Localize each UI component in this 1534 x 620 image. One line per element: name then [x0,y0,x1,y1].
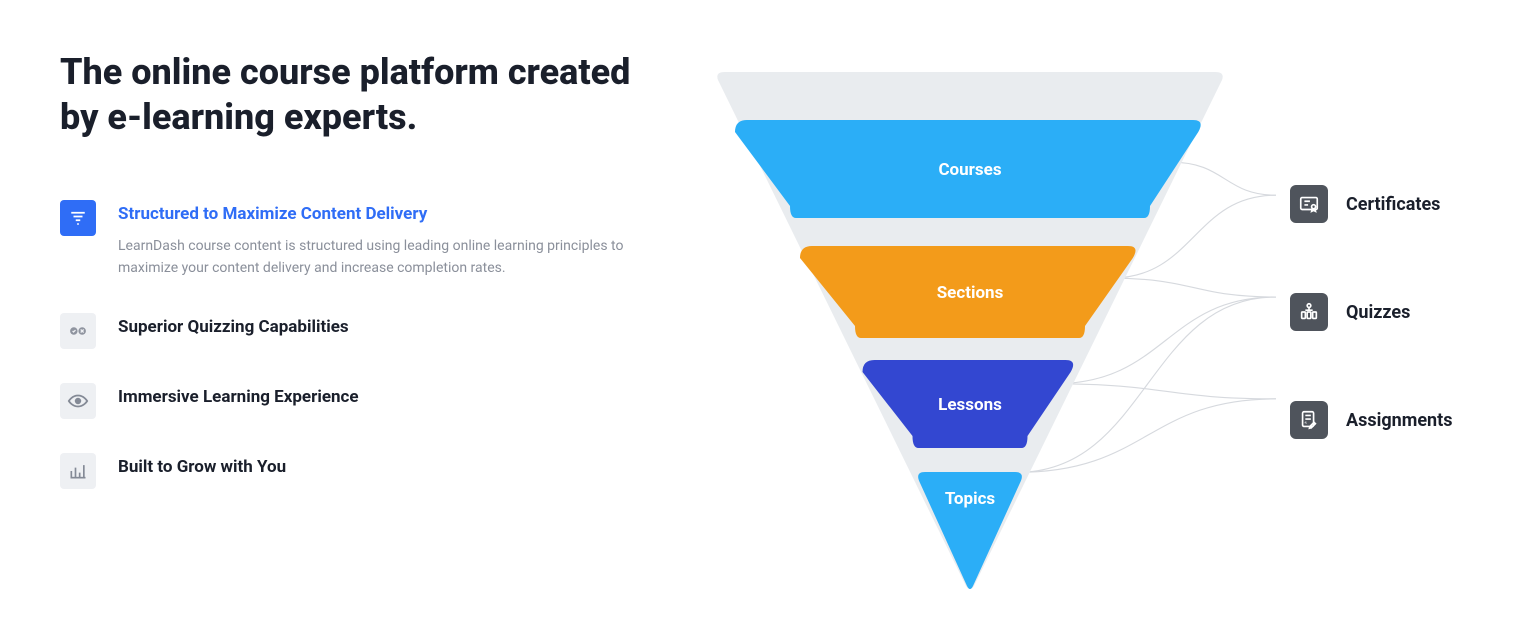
funnel-icon [60,200,96,236]
growth-icon [60,453,96,489]
feature-title: Superior Quizzing Capabilities [118,317,349,337]
left-column: The online course platform created by e-… [60,50,680,578]
side-item-certificates: Certificates [1290,185,1452,223]
feature-body: Built to Grow with You [118,453,286,477]
feature-description: LearnDash course content is structured u… [118,236,640,279]
page-headline: The online course platform created by e-… [60,50,640,140]
side-item-quizzes: Quizzes [1290,293,1452,331]
funnel-label: Sections [937,283,1004,303]
funnel-diagram: Courses Sections Lessons Topics [700,60,1240,600]
feature-body: Structured to Maximize Content Delivery L… [118,200,640,279]
right-column: Courses Sections Lessons Topics Certificate… [680,50,1474,578]
funnel-label: Lessons [938,395,1002,415]
feature-title: Immersive Learning Experience [118,387,359,407]
feature-list: Structured to Maximize Content Delivery L… [60,200,640,489]
feature-body: Superior Quizzing Capabilities [118,313,349,337]
funnel-label: Topics [945,489,996,509]
feature-body: Immersive Learning Experience [118,383,359,407]
eye-icon [60,383,96,419]
feature-item[interactable]: Superior Quizzing Capabilities [60,313,640,349]
side-item-label: Quizzes [1346,302,1410,323]
quiz-icon [60,313,96,349]
side-list: Certificates Quizzes Assignments [1290,185,1452,439]
side-item-assignments: Assignments [1290,401,1452,439]
feature-title: Structured to Maximize Content Delivery [118,204,640,224]
feature-item[interactable]: Built to Grow with You [60,453,640,489]
quizzes-icon [1290,293,1328,331]
feature-item[interactable]: Structured to Maximize Content Delivery L… [60,200,640,279]
side-item-label: Assignments [1346,410,1452,431]
feature-title: Built to Grow with You [118,457,286,477]
side-item-label: Certificates [1346,194,1440,215]
feature-item[interactable]: Immersive Learning Experience [60,383,640,419]
certificate-icon [1290,185,1328,223]
funnel-label: Courses [938,160,1001,180]
assignment-icon [1290,401,1328,439]
